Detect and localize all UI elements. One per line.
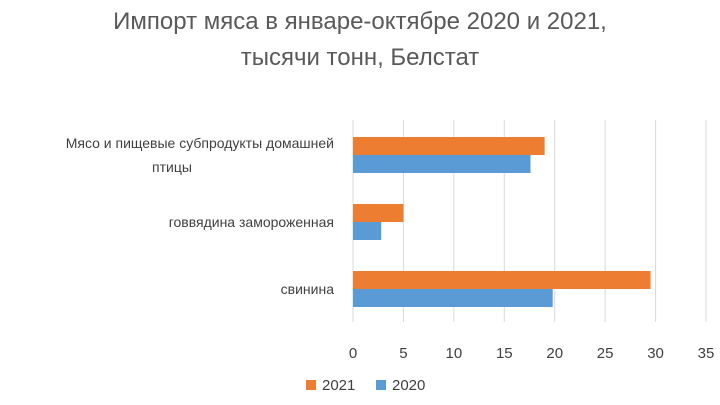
category-label: Мясо и пищевые субпродукты домашней — [66, 135, 334, 151]
x-tick-label: 35 — [698, 345, 715, 362]
bar-2020-0 — [353, 155, 531, 173]
x-tick-label: 20 — [546, 345, 563, 362]
bar-2021-1 — [353, 204, 404, 222]
x-tick-label: 10 — [446, 345, 463, 362]
x-tick-label: 30 — [647, 345, 664, 362]
x-tick-label: 5 — [399, 345, 407, 362]
legend-label-2020: 2020 — [392, 377, 425, 394]
bar-2020-2 — [353, 289, 553, 307]
x-tick-label: 0 — [349, 345, 357, 362]
x-tick-label: 15 — [496, 345, 513, 362]
bar-2021-0 — [353, 137, 545, 155]
bar-2020-1 — [353, 222, 382, 240]
x-tick-label: 25 — [597, 345, 614, 362]
bar-2021-2 — [353, 271, 651, 289]
chart-title-line-2: тысячи тонн, Белстат — [240, 44, 480, 71]
legend-swatch-2020 — [376, 380, 386, 390]
chart-title-line-1: Импорт мяса в январе-октябре 2020 и 2021… — [113, 8, 607, 35]
category-label: птицы — [152, 159, 192, 175]
legend-swatch-2021 — [306, 380, 316, 390]
category-label: говвядина замороженная — [169, 214, 334, 230]
legend-label-2021: 2021 — [322, 377, 355, 394]
chart-title: Импорт мяса в январе-октябре 2020 и 2021… — [0, 4, 720, 76]
category-label: свинина — [281, 281, 335, 297]
